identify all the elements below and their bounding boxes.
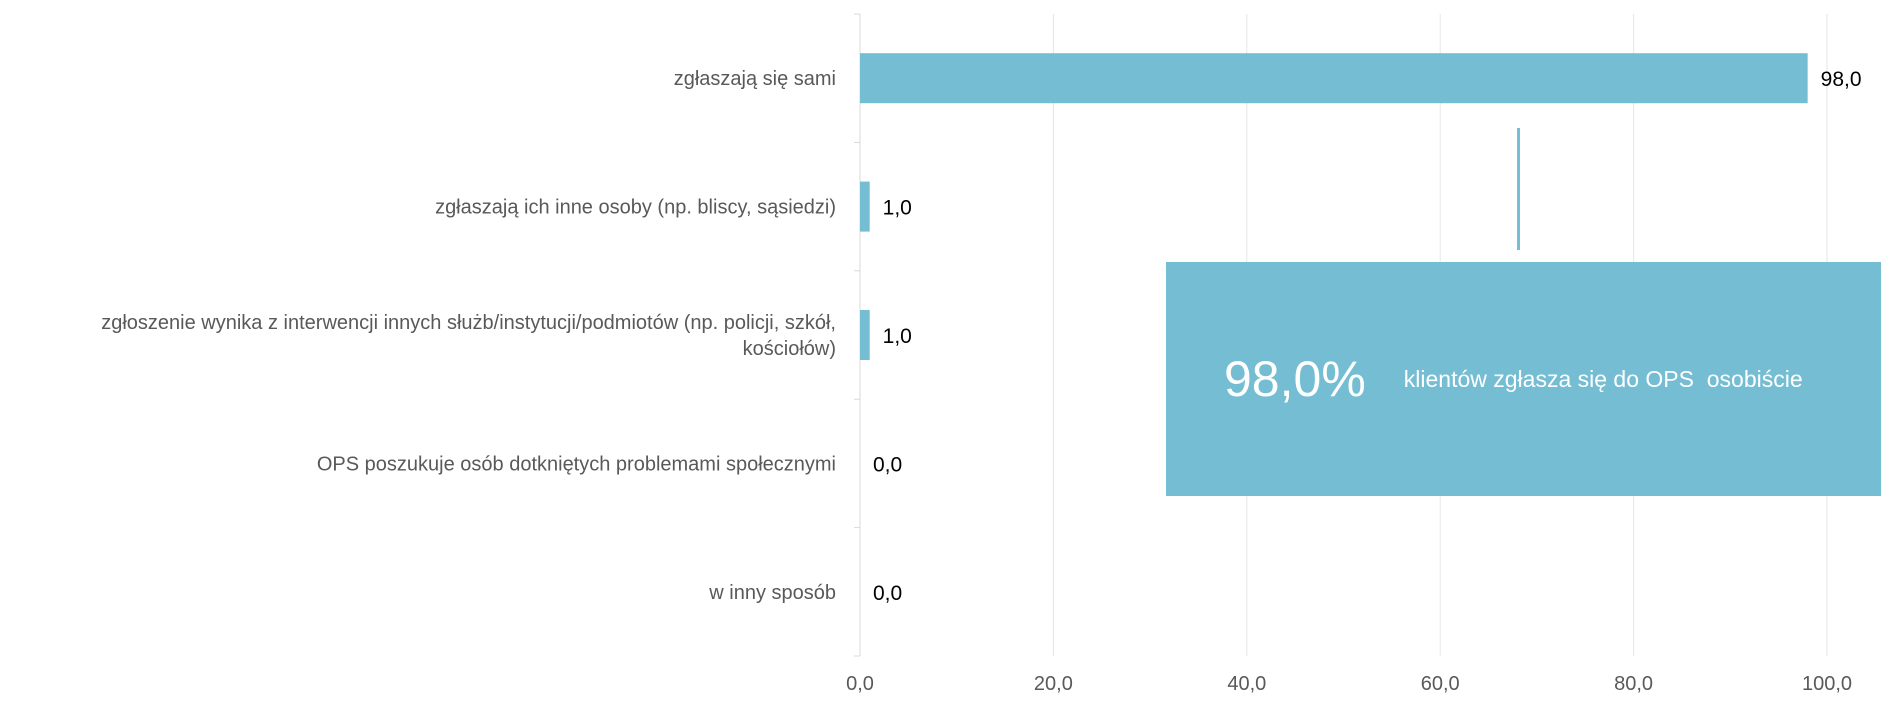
category-axis	[854, 13, 861, 657]
bars	[860, 53, 1808, 360]
labels: 0,0 20,0 40,0 60,0 80,0 100,0 98,0 zgłaszają si…	[101, 68, 1861, 695]
category-label: OPS poszukuje osób dotkniętych problemam…	[317, 453, 836, 475]
callout-big-value: 98,0%	[1224, 351, 1366, 407]
x-tick-label: 20,0	[1034, 673, 1073, 695]
x-tick-label: 80,0	[1614, 673, 1653, 695]
data-label: 1,0	[883, 325, 912, 348]
category-label: zgłoszenie wynika z interwencji innych s…	[101, 312, 836, 334]
x-tick-label: 40,0	[1227, 673, 1266, 695]
category-label: w inny sposób	[708, 582, 836, 604]
callout-text: klientów zgłasza się do OPS osobiście	[1403, 365, 1803, 392]
callout-box: 98,0% klientów zgłasza się do OPS osobiś…	[1166, 262, 1881, 496]
data-label: 0,0	[873, 582, 902, 605]
category-label: kościołów)	[743, 338, 836, 360]
bar	[860, 181, 870, 232]
x-tick-label: 60,0	[1421, 673, 1460, 695]
data-label: 1,0	[883, 197, 912, 220]
category-label: zgłaszają się sami	[674, 68, 836, 90]
x-tick-label: 0,0	[846, 673, 874, 695]
bar	[860, 310, 870, 360]
data-label: 0,0	[873, 453, 902, 476]
callout-connector-line	[1517, 128, 1520, 250]
x-tick-label: 100,0	[1802, 673, 1852, 695]
data-label: 98,0	[1821, 68, 1862, 91]
category-label: zgłaszają ich inne osoby (np. bliscy, są…	[435, 197, 836, 219]
bar	[860, 53, 1808, 104]
